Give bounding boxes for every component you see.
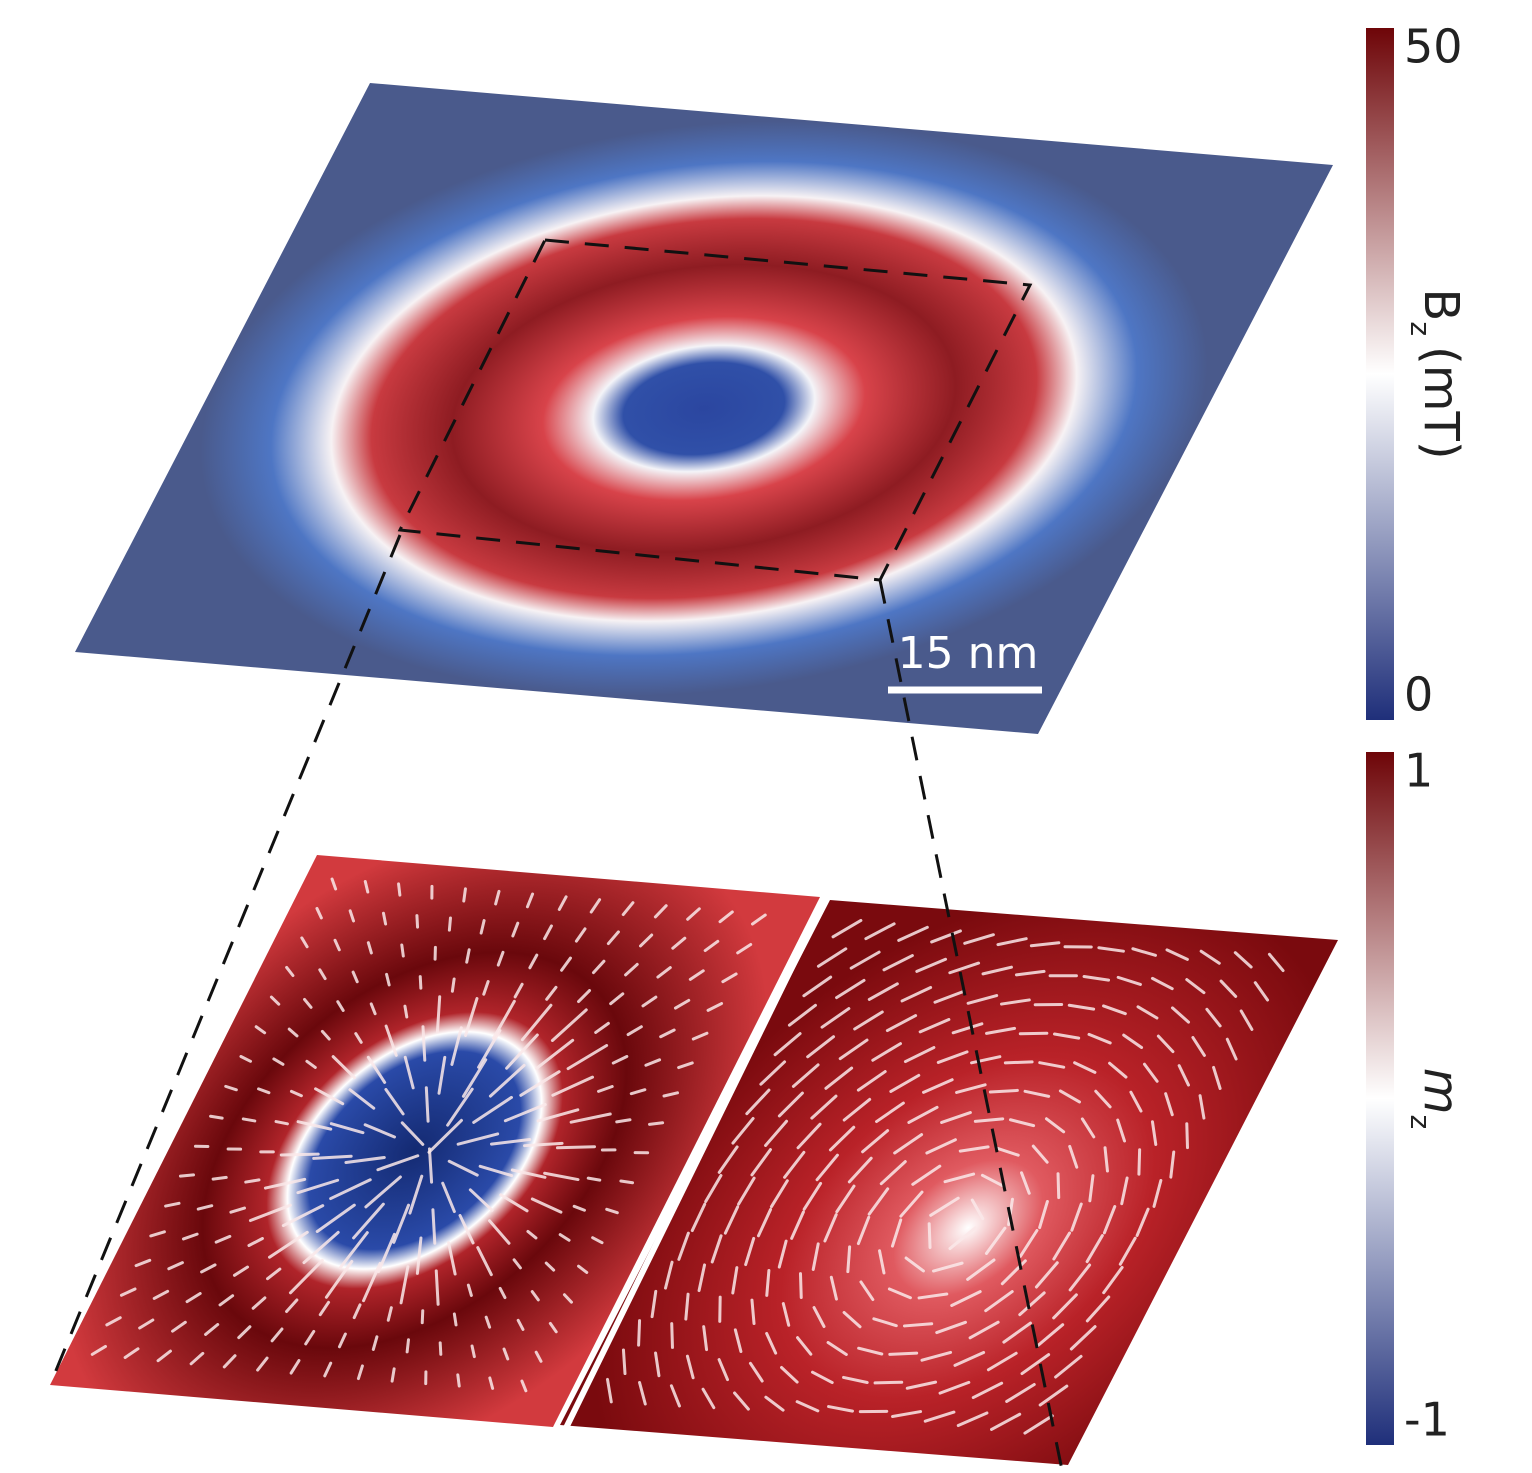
arrow <box>436 1271 438 1304</box>
arrow <box>621 1181 633 1183</box>
arrow <box>211 1116 223 1118</box>
arrow <box>929 1224 930 1248</box>
arrow <box>848 1247 850 1272</box>
arrow <box>426 1088 428 1121</box>
panels: 15 nm <box>50 83 1338 1470</box>
arrow <box>407 1340 408 1352</box>
arrow <box>433 1210 435 1243</box>
arrow <box>767 1271 769 1296</box>
field-map-fill <box>75 83 1333 734</box>
arrow <box>452 979 454 991</box>
arrow <box>650 1123 663 1125</box>
colorbar-tick-label: 50 <box>1404 20 1463 74</box>
arrow <box>990 1090 1017 1092</box>
colorbar-label: mz <box>1404 1068 1469 1129</box>
colorbar-tick-label: 1 <box>1404 744 1433 798</box>
arrow <box>422 1311 423 1323</box>
arrow <box>180 1175 193 1176</box>
scale-bar-label: 15 nm <box>898 628 1039 679</box>
arrow <box>213 1177 226 1179</box>
arrow <box>423 1027 425 1060</box>
arrow <box>464 889 466 901</box>
label-sub: z <box>1404 321 1437 336</box>
arrow <box>623 1350 625 1374</box>
colorbar-tick-label: -1 <box>1404 1393 1450 1447</box>
arrow <box>557 1147 594 1148</box>
arrow <box>440 1343 441 1354</box>
arrow <box>458 1375 459 1386</box>
arrow <box>392 1369 394 1381</box>
arrow <box>890 1353 917 1354</box>
arrow <box>672 1324 673 1348</box>
arrow <box>402 945 403 956</box>
arrow <box>617 1120 630 1122</box>
field-map <box>75 83 1333 734</box>
arrow <box>639 1321 640 1345</box>
arrow <box>281 1154 318 1155</box>
label-unit: (mT) <box>1413 346 1469 460</box>
colorbar <box>1366 28 1394 720</box>
arrow <box>800 1274 801 1298</box>
arrow <box>454 1314 456 1325</box>
arrow <box>1020 1033 1047 1034</box>
arrow <box>383 913 385 924</box>
colorbar <box>1366 752 1394 1445</box>
arrow <box>243 1119 255 1121</box>
colorbar-tick-label: 0 <box>1404 668 1433 722</box>
arrow <box>449 918 450 930</box>
label-main: m <box>1413 1068 1469 1115</box>
arrow <box>417 916 418 927</box>
label-main: B <box>1413 288 1469 321</box>
arrow <box>405 1006 407 1017</box>
arrow <box>1139 1150 1140 1174</box>
arrow <box>429 1149 431 1182</box>
arrow <box>752 1300 754 1323</box>
arrow <box>420 977 421 988</box>
colorbar-label: Bz (mT) <box>1404 288 1469 459</box>
arrow <box>399 884 400 895</box>
figure: 15 nm 050Bz(mT)-11mz <box>0 0 1532 1473</box>
arrow <box>1058 1174 1059 1198</box>
arrow <box>588 1178 600 1180</box>
arrow <box>1187 1124 1188 1148</box>
arrow <box>1005 1062 1032 1063</box>
arrow <box>875 1382 902 1383</box>
label-sub: z <box>1404 1115 1437 1130</box>
